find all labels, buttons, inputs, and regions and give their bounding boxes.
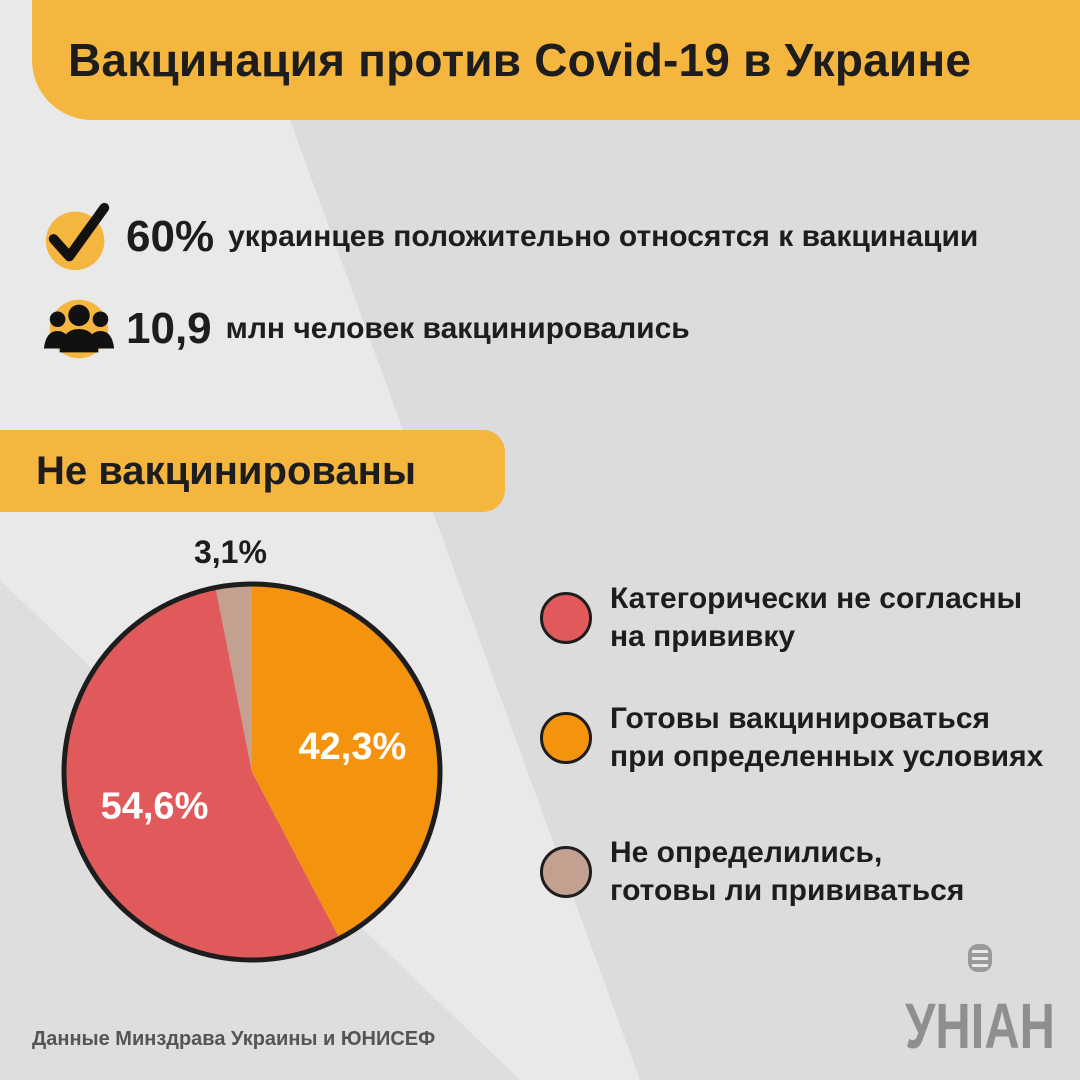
pie-slice bbox=[215, 584, 252, 772]
section-title: Не вакцинированы bbox=[36, 448, 416, 493]
pie-chart: 42,3% 54,6% 3,1% bbox=[61, 534, 443, 963]
page-title: Вакцинация против Covid-19 в Украине bbox=[68, 34, 972, 86]
legend-swatch bbox=[540, 712, 592, 764]
legend-label: Готовы вакцинироваться при определенных … bbox=[610, 702, 1044, 773]
stat-text: украинцев положительно относятся к вакци… bbox=[228, 220, 979, 253]
checkmark-icon bbox=[45, 202, 110, 271]
stat-value: 10,9 bbox=[126, 304, 212, 353]
legend-label: Категорически не согласны на прививку bbox=[610, 582, 1023, 653]
pie-data-label: 3,1% bbox=[194, 534, 267, 570]
legend-label: Не определились, готовы ли прививаться bbox=[610, 836, 965, 907]
pie-data-label: 42,3% bbox=[299, 726, 407, 768]
legend-swatch bbox=[540, 592, 592, 644]
stat-row-vaccinated: 10,9 млн человек вакцинировались bbox=[40, 290, 690, 368]
unian-logo: УНІАН bbox=[905, 944, 1055, 1060]
legend-item-undecided: Не определились, готовы ли прививаться bbox=[540, 834, 964, 910]
pie-data-label: 54,6% bbox=[101, 785, 209, 827]
source-note: Данные Минздрава Украины и ЮНИСЕФ bbox=[32, 1028, 436, 1050]
section-label: Не вакцинированы bbox=[0, 430, 505, 512]
legend-item-disagree: Категорически не согласны на прививку bbox=[540, 580, 1022, 656]
pie-slice bbox=[252, 584, 440, 939]
people-icon bbox=[43, 299, 115, 359]
stat-value: 60% bbox=[126, 212, 215, 261]
stat-row-approval: 60% украинцев положительно относятся к в… bbox=[40, 198, 978, 276]
pie-slice bbox=[64, 587, 340, 960]
legend-swatch bbox=[540, 846, 592, 898]
legend-item-conditional: Готовы вакцинироваться при определенных … bbox=[540, 700, 1043, 776]
stat-text: млн человек вакцинировались bbox=[225, 312, 690, 345]
svg-text:УНІАН: УНІАН bbox=[905, 990, 1055, 1060]
microphone-icon bbox=[968, 944, 992, 972]
title-bar: Вакцинация против Covid-19 в Украине bbox=[32, 0, 1080, 120]
pie-outline bbox=[61, 581, 443, 963]
